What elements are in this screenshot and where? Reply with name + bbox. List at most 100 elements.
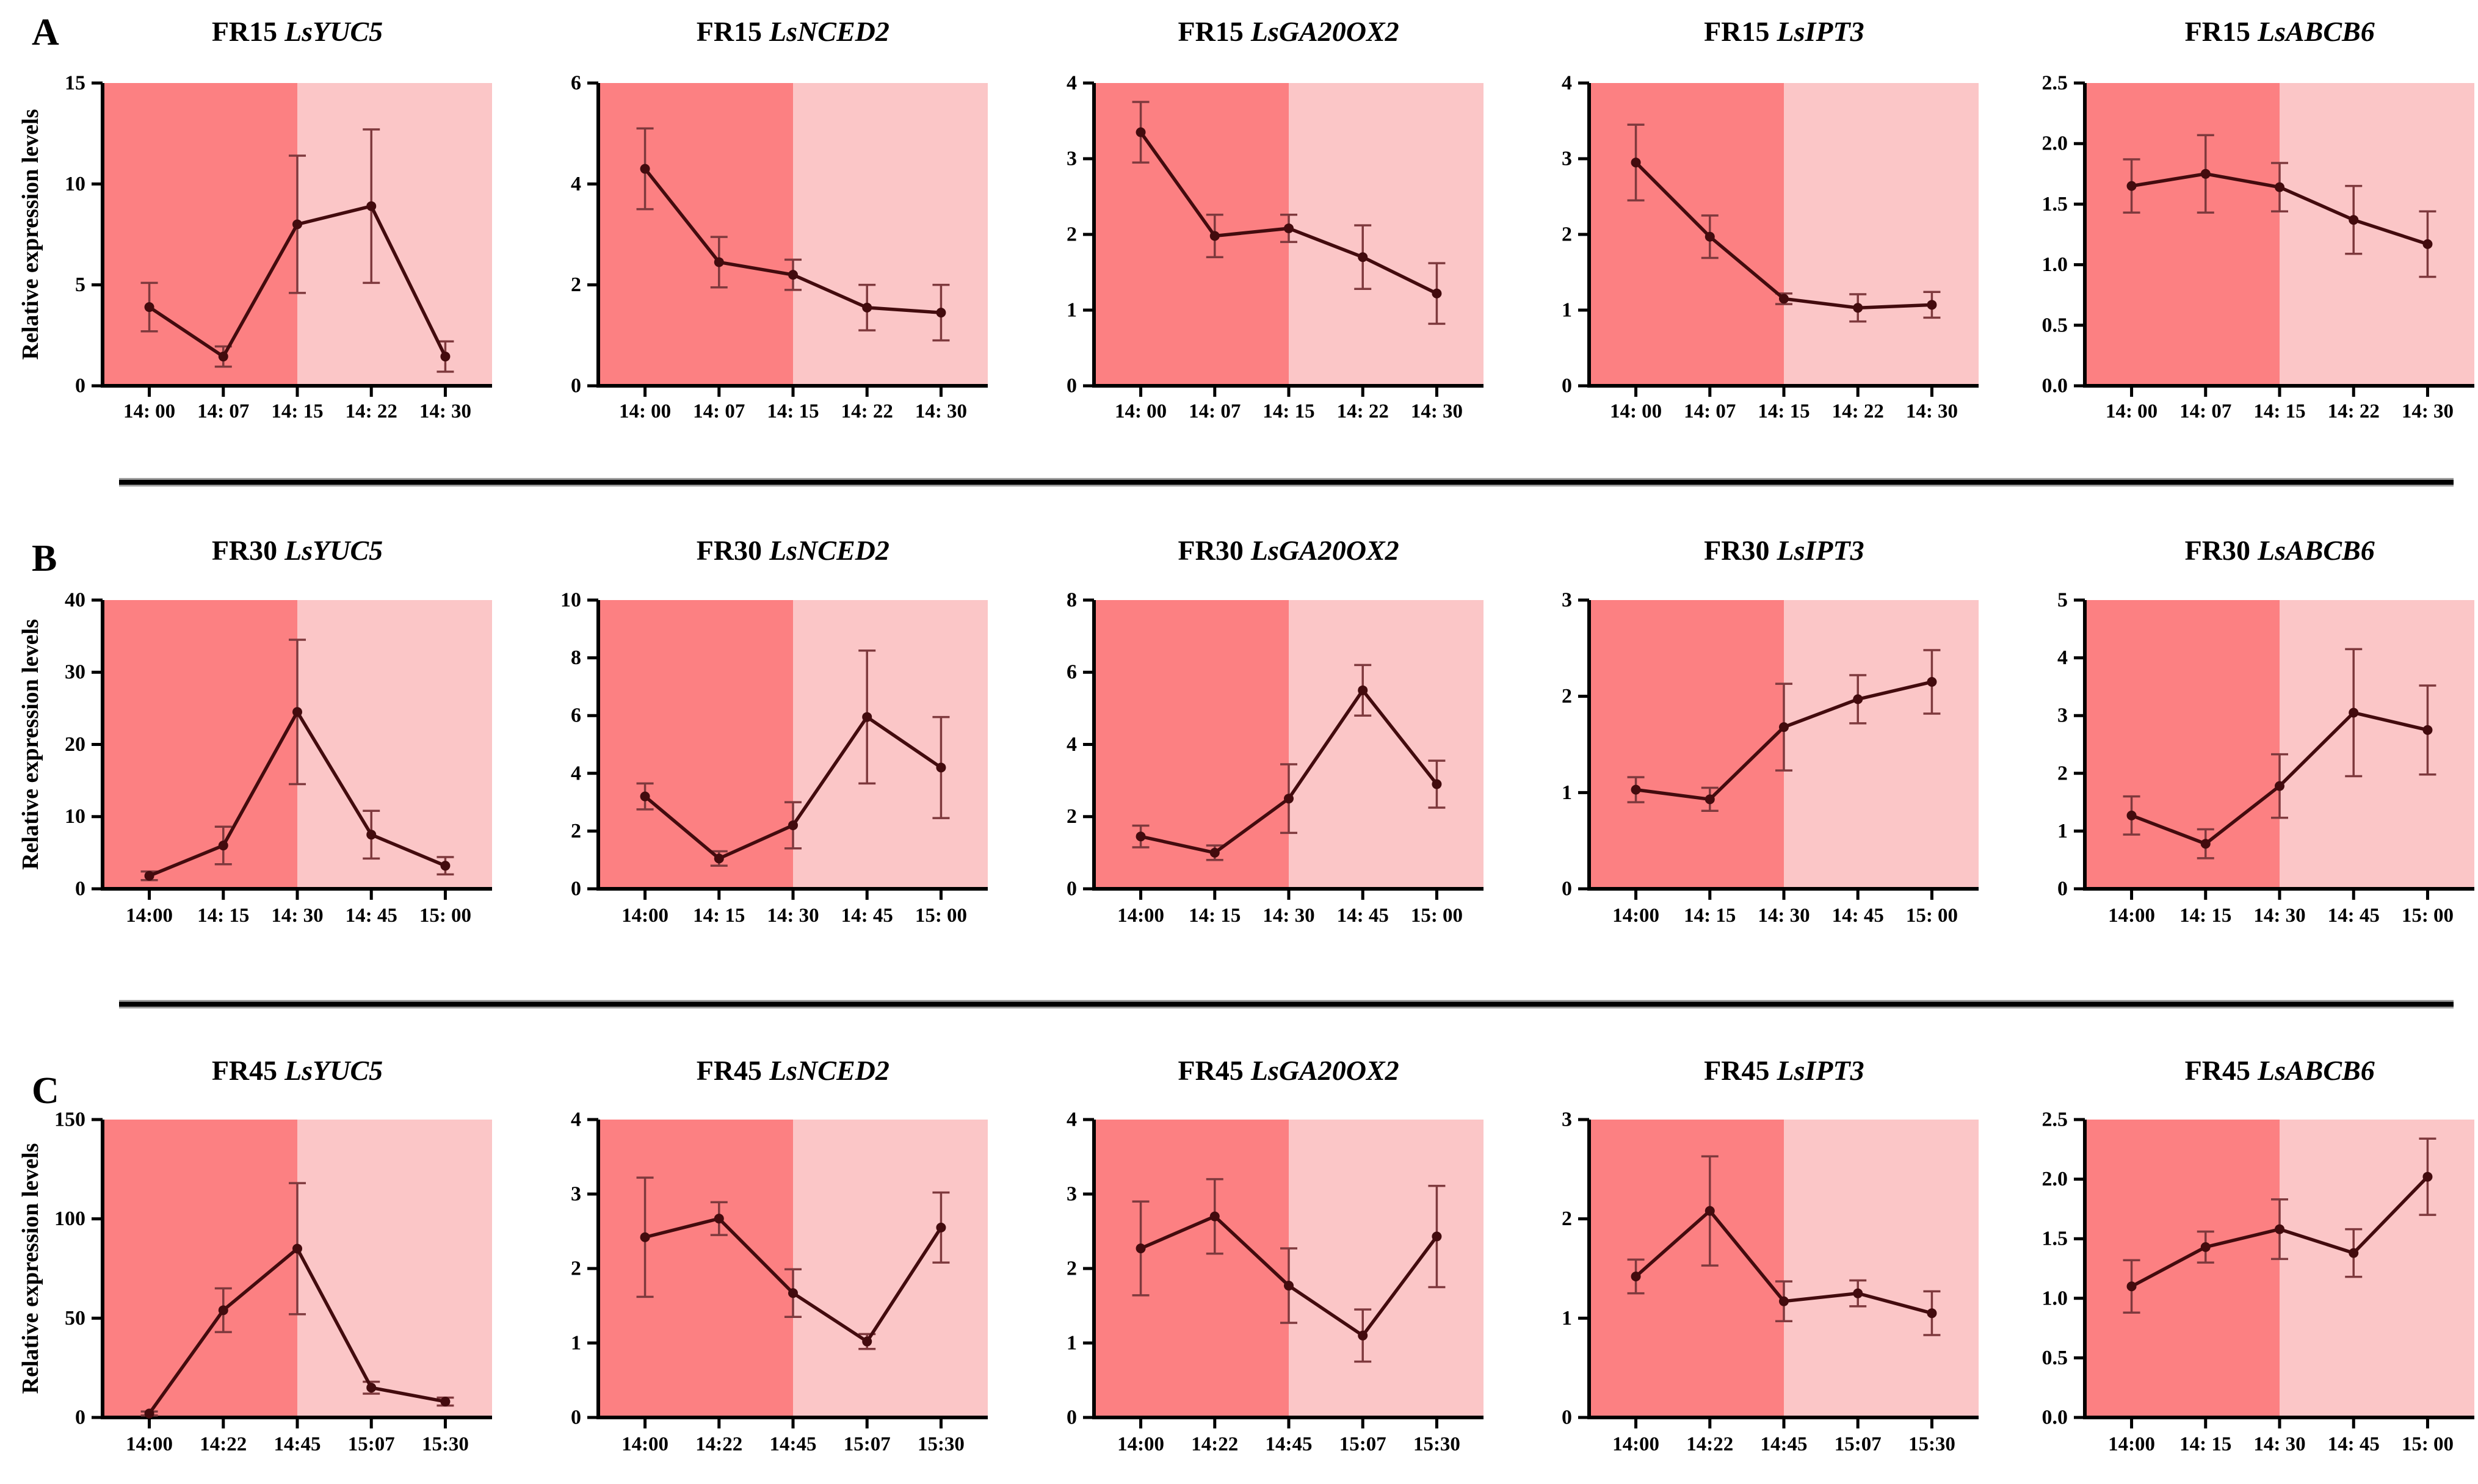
- x-tick-label: 14: 45: [1832, 905, 1884, 927]
- y-tick-label: 2: [1562, 1207, 1572, 1230]
- y-tick-label: 0: [571, 374, 581, 397]
- x-tick-label: 14: 45: [346, 905, 397, 927]
- x-tick-label: 14:00: [1612, 1433, 1659, 1455]
- data-point-marker: [1631, 1272, 1641, 1282]
- data-point-marker: [640, 791, 650, 802]
- panel-row-b: B FR30 LsYUC5 0 10 20 30 40 14:00 14: 15 14: 30 14…: [0, 488, 2478, 1004]
- y-tick-label: 3: [2057, 704, 2068, 727]
- charts-strip-a: FR15 LsYUC5 0 5 10 15 14: 00 14: 07 14: 15 14: 22…: [0, 0, 2478, 482]
- shade-dark-fr-on: [598, 1120, 793, 1417]
- shade-light-fr-off: [297, 1120, 492, 1417]
- x-tick-label: 14: 22: [1832, 400, 1884, 422]
- y-tick-label: 10: [65, 173, 85, 195]
- y-tick-label: 2: [1067, 223, 1077, 246]
- y-tick-label: 1: [1562, 781, 1572, 804]
- x-tick-label: 15: 00: [2402, 1433, 2454, 1455]
- chart-title-prefix: FR45: [2184, 1055, 2250, 1086]
- chart-title-gene: LsNCED2: [769, 16, 889, 47]
- data-point-marker: [862, 712, 872, 722]
- y-tick-label: 3: [1067, 148, 1077, 170]
- y-tick-label: 0: [1562, 374, 1572, 397]
- chart-title: FR45 LsNCED2: [598, 1054, 988, 1087]
- shade-dark-fr-on: [1093, 1120, 1289, 1417]
- x-tick-label: 14: 30: [2254, 905, 2306, 927]
- y-tick-label: 4: [2057, 646, 2068, 669]
- data-point-marker: [2200, 1242, 2211, 1252]
- data-point-marker: [1927, 300, 1937, 310]
- x-tick-label: 14: 07: [1684, 400, 1736, 422]
- y-tick-label: 100: [54, 1207, 85, 1230]
- chart-title-prefix: FR30: [1704, 535, 1770, 566]
- shade-dark-fr-on: [102, 600, 297, 889]
- shade-light-fr-off: [2280, 600, 2475, 889]
- x-tick-label: 14: 15: [2254, 400, 2306, 422]
- x-tick-label: 14:00: [126, 905, 173, 927]
- y-tick-label: 0: [1562, 877, 1572, 900]
- y-tick-label: 3: [1562, 148, 1572, 170]
- data-point-marker: [2126, 1281, 2137, 1292]
- x-tick-label: 15:07: [844, 1433, 891, 1455]
- data-point-marker: [1357, 685, 1368, 695]
- chart-FR15-LsYUC5: FR15 LsYUC5 0 5 10 15 14: 00 14: 07 14: 15 14: 22…: [0, 0, 496, 482]
- x-tick-label: 14: 45: [841, 905, 893, 927]
- x-tick-label: 14: 30: [915, 400, 967, 422]
- y-tick-label: 2.0: [2042, 132, 2068, 155]
- y-tick-label: 4: [571, 762, 581, 784]
- chart-title-gene: LsNCED2: [769, 535, 889, 566]
- x-tick-label: 15:30: [1908, 1433, 1955, 1455]
- x-tick-label: 15:07: [1835, 1433, 1882, 1455]
- y-tick-label: 1: [1562, 299, 1572, 321]
- chart-FR15-LsABCB6: FR15 LsABCB6 0.0 0.5 1.0 1.5 2.0 2.5 14: 00 14: 0…: [1982, 0, 2478, 482]
- shade-dark-fr-on: [1589, 83, 1784, 386]
- chart-FR30-LsNCED2: FR30 LsNCED2 0 2 4 6 8 10 14:00 14: 15 14: 30 14: 4…: [496, 488, 991, 1004]
- chart-title-gene: LsABCB6: [2257, 16, 2375, 47]
- chart-title-prefix: FR15: [1704, 16, 1770, 47]
- x-tick-label: 14:00: [1117, 1433, 1164, 1455]
- y-tick-label: 0: [2057, 877, 2068, 900]
- shade-light-fr-off: [1288, 83, 1484, 386]
- x-tick-label: 14: 15: [693, 905, 745, 927]
- y-tick-label: 2: [571, 273, 581, 296]
- x-tick-label: 14: 30: [419, 400, 471, 422]
- x-tick-label: 15: 00: [2402, 905, 2454, 927]
- chart-title: FR45 LsGA20OX2: [1094, 1054, 1484, 1087]
- shade-dark-fr-on: [2085, 1120, 2280, 1417]
- y-tick-label: 0: [75, 1406, 85, 1428]
- row-separator: [119, 1000, 2454, 1008]
- data-point-marker: [2126, 810, 2137, 820]
- data-point-marker: [440, 861, 451, 871]
- data-point-marker: [1853, 694, 1863, 704]
- shade-light-fr-off: [1784, 83, 1979, 386]
- x-tick-label: 14: 07: [2179, 400, 2231, 422]
- y-tick-label: 30: [65, 661, 85, 684]
- charts-strip-c: FR45 LsYUC5 0 50 100 150 14:00 14:22 14:45 15:07 1…: [0, 1015, 2478, 1484]
- x-tick-label: 15:07: [1339, 1433, 1386, 1455]
- chart-plot: 0 1 2 3 14:00 14:22 14:45 15:07 15:30: [1562, 1109, 1979, 1455]
- chart-title: FR45 LsYUC5: [103, 1054, 492, 1087]
- data-point-marker: [1853, 1288, 1863, 1298]
- x-tick-label: 14:45: [1761, 1433, 1808, 1455]
- y-tick-label: 1.5: [2042, 1228, 2068, 1250]
- data-point-marker: [1136, 127, 1146, 137]
- shade-light-fr-off: [792, 83, 988, 386]
- x-tick-label: 14: 22: [346, 400, 397, 422]
- y-tick-label: 0.5: [2042, 1347, 2068, 1369]
- y-tick-label: 2: [571, 1258, 581, 1280]
- chart-plot: 0 5 10 15 14: 00 14: 07 14: 15 14: 22 14: 30 Rela…: [18, 72, 492, 422]
- x-tick-label: 14: 30: [767, 905, 819, 927]
- chart-title-prefix: FR45: [1704, 1055, 1770, 1086]
- data-point-marker: [440, 1396, 451, 1406]
- x-tick-label: 14:00: [2108, 905, 2155, 927]
- shade-light-fr-off: [1784, 1120, 1979, 1417]
- data-point-marker: [366, 830, 377, 840]
- panel-label-b: B: [32, 538, 57, 579]
- chart-title-gene: LsNCED2: [769, 1055, 889, 1086]
- chart-FR45-LsGA20OX2: FR45 LsGA20OX2 0 1 2 3 4 14:00 14:22 14:45 15:07 15…: [991, 1015, 1487, 1484]
- shade-dark-fr-on: [2085, 600, 2280, 889]
- data-point-marker: [2275, 1224, 2285, 1234]
- y-tick-label: 1: [1067, 299, 1077, 321]
- y-tick-label: 0.0: [2042, 1406, 2068, 1428]
- chart-title: FR15 LsYUC5: [103, 15, 492, 48]
- y-tick-label: 5: [75, 273, 85, 296]
- data-point-marker: [2349, 215, 2359, 225]
